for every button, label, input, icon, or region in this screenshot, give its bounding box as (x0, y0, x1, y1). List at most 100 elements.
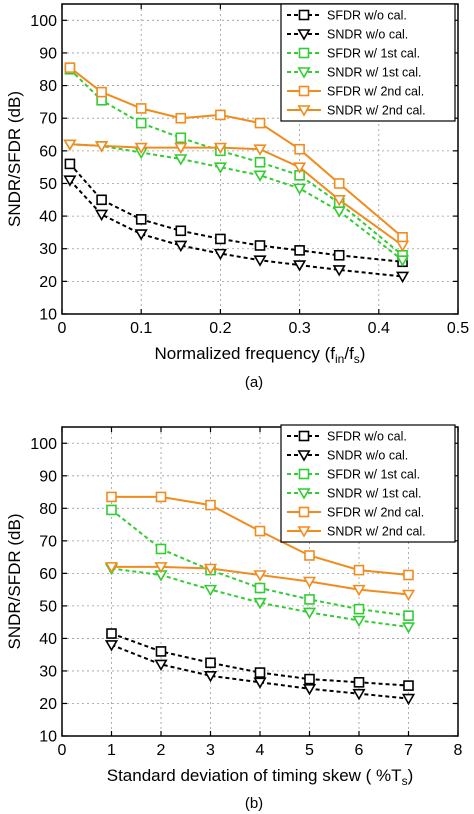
data-point (253, 144, 267, 156)
data-point (403, 680, 414, 691)
data-point (64, 62, 76, 73)
legend-label: SNDR w/o cal. (327, 28, 408, 42)
series-4 (106, 491, 414, 581)
y-tick-label: 70 (39, 533, 57, 550)
data-point (104, 562, 119, 574)
data-point (205, 499, 216, 511)
legend-box (280, 424, 456, 543)
data-point (403, 569, 414, 581)
legend-marker (298, 430, 310, 442)
legend-box (280, 3, 456, 122)
data-point (395, 271, 410, 284)
data-point (353, 677, 365, 688)
y-tick-label: 30 (39, 241, 57, 258)
legend-label: SFDR w/o cal. (327, 430, 407, 444)
series-4 (64, 62, 408, 243)
y-tick-label: 10 (39, 729, 57, 746)
data-point (253, 255, 267, 267)
data-point (175, 112, 187, 124)
data-point (293, 260, 307, 272)
legend-marker (298, 506, 310, 518)
data-point (154, 659, 168, 672)
data-point (353, 603, 365, 615)
data-point (254, 156, 266, 168)
y-tick-label: 50 (39, 598, 57, 615)
data-point (293, 183, 307, 195)
y-axis-label: SNDR/SFDR (dB) (5, 91, 24, 227)
series-line (69, 143, 404, 261)
data-point (352, 688, 366, 701)
data-point (253, 170, 267, 182)
y-tick-label: 100 (30, 13, 57, 30)
data-point (175, 132, 187, 144)
figure-caption: (a) (245, 374, 263, 391)
x-tick-label: 0.1 (130, 320, 152, 337)
data-point (293, 162, 307, 174)
legend-marker (297, 488, 311, 500)
data-point (352, 584, 366, 597)
x-tick-label: 1 (107, 742, 116, 759)
data-point (174, 240, 188, 253)
y-tick-label: 10 (39, 307, 57, 324)
x-tick-label: 2 (157, 742, 166, 759)
data-point (203, 563, 218, 576)
legend: SFDR w/o cal. SNDR w/o cal. SFDR w/ 1st ca… (280, 3, 456, 122)
data-point (155, 543, 167, 555)
data-point (135, 117, 147, 129)
data-point (96, 86, 107, 98)
data-point (63, 175, 77, 187)
y-tick-label: 90 (39, 45, 57, 62)
x-tick-label: 0 (58, 320, 67, 337)
data-point (302, 684, 317, 696)
series-3 (63, 139, 410, 267)
series-0 (106, 628, 414, 691)
legend-marker (297, 67, 311, 79)
data-point (332, 265, 346, 277)
data-point (352, 615, 366, 628)
series-5 (63, 139, 410, 253)
data-point (254, 525, 266, 537)
data-point (401, 693, 416, 706)
legend-marker (298, 9, 310, 21)
legend-label: SFDR w/ 1st cal. (327, 468, 420, 482)
data-point (304, 594, 315, 605)
y-tick-label: 40 (39, 631, 57, 648)
data-point (333, 249, 345, 261)
data-point (63, 139, 77, 151)
data-point (213, 142, 227, 155)
data-point (254, 582, 266, 594)
x-tick-label: 0.2 (209, 320, 231, 337)
legend-marker (297, 450, 311, 462)
y-tick-label: 80 (39, 78, 57, 95)
y-axis-label: SNDR/SFDR (dB) (5, 513, 24, 649)
data-point (95, 209, 109, 222)
data-point (332, 206, 346, 218)
legend-label: SNDR w/ 1st cal. (327, 487, 421, 501)
x-tick-label: 0 (58, 742, 67, 759)
data-point (174, 142, 188, 155)
chart-a: 0 0.1 0.2 0.3 0.4 0.5 10 20 30 40 50 60 70 80 90 100 SND… (5, 3, 469, 391)
data-point (253, 597, 267, 610)
x-tick-label: 0.4 (368, 320, 390, 337)
y-tick-label: 90 (39, 468, 57, 485)
data-point (135, 103, 147, 114)
data-point (253, 677, 267, 689)
series-3 (104, 563, 416, 634)
data-point (254, 240, 266, 251)
data-point (96, 194, 107, 206)
series-1 (63, 175, 410, 284)
data-point (213, 248, 227, 261)
data-point (302, 576, 317, 589)
data-point (134, 142, 148, 155)
data-point (304, 673, 315, 685)
data-point (401, 589, 416, 602)
data-point (213, 162, 227, 174)
x-tick-label: 7 (404, 742, 413, 759)
legend-marker (297, 526, 311, 538)
data-point (175, 225, 187, 237)
x-axis-label: Normalized frequency (fin/fs) (155, 344, 366, 366)
data-point (353, 564, 365, 576)
x-tick-label: 3 (206, 742, 215, 759)
data-point (294, 245, 305, 256)
